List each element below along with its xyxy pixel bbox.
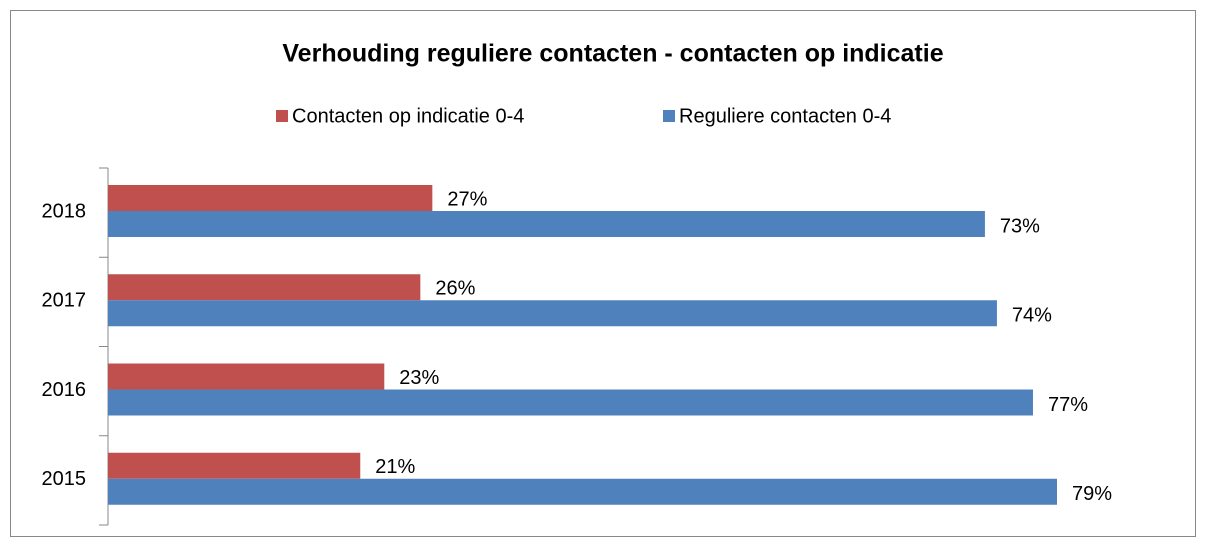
data-label: 74% — [1012, 305, 1052, 327]
bar — [108, 300, 997, 327]
bar — [108, 211, 985, 237]
y-tick-label: 2015 — [42, 468, 87, 490]
chart-title: Verhouding reguliere contacten - contact… — [282, 40, 943, 68]
bar — [108, 452, 361, 479]
bar — [108, 478, 1057, 505]
data-label: 77% — [1048, 394, 1088, 416]
bar — [108, 185, 433, 211]
legend-label: Contacten op indicatie 0-4 — [292, 105, 524, 127]
data-label: 23% — [399, 367, 439, 389]
data-label: 21% — [375, 456, 415, 478]
bar — [108, 274, 421, 301]
chart-border — [10, 10, 1196, 537]
data-label: 26% — [435, 278, 475, 300]
y-tick-label: 2018 — [42, 200, 87, 222]
data-label: 73% — [1000, 215, 1040, 237]
data-label: 79% — [1072, 483, 1112, 505]
legend-swatch — [276, 110, 288, 122]
bar — [108, 389, 1033, 416]
data-label: 27% — [447, 188, 487, 210]
bar — [108, 363, 385, 390]
y-tick-label: 2017 — [42, 290, 87, 312]
legend-swatch — [663, 110, 675, 122]
y-tick-label: 2016 — [42, 379, 87, 401]
legend-label: Reguliere contacten 0-4 — [679, 105, 891, 127]
